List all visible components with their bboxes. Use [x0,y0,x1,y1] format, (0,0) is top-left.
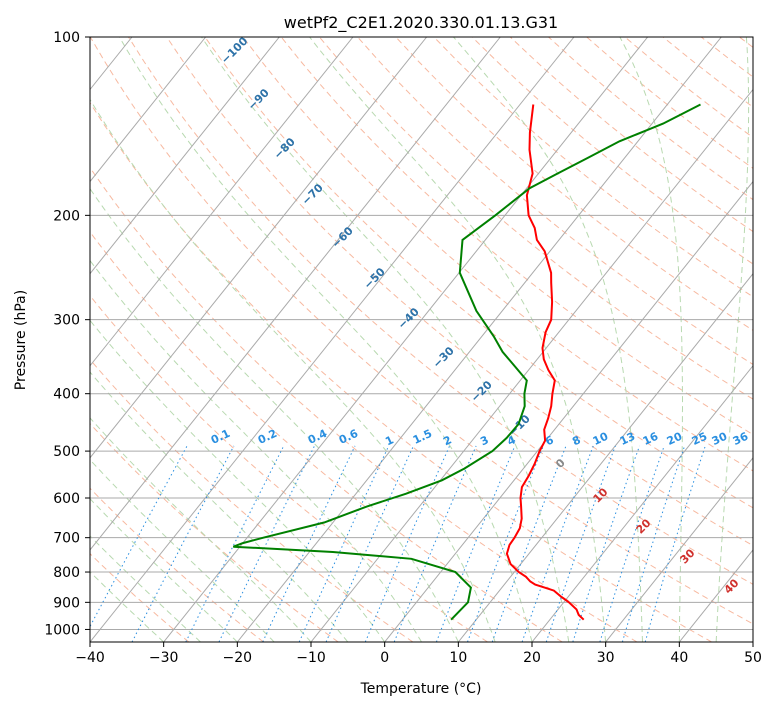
moist-adiabat [90,498,238,642]
moist-adiabat [309,37,607,642]
x-axis-title: Temperature (°C) [360,681,482,697]
moist-adiabat [715,37,750,642]
mixing-ratio-line [262,445,356,642]
y-tick-label: 500 [53,444,80,460]
moist-adiabat [453,37,643,642]
isotherm [457,272,753,642]
y-tick-label: 200 [53,208,80,224]
y-tick-label: 300 [53,313,80,329]
moist-adiabat [90,187,459,642]
mixing-ratio-line [621,445,686,642]
dry-adiabat [433,37,753,298]
dry-adiabat [90,553,190,642]
isotherm [90,37,428,459]
moist-adiabat [118,37,533,642]
moist-adiabat [90,98,496,642]
moist-adiabat [90,459,275,642]
mixing-ratio-line [393,445,477,642]
isotherm [384,180,753,642]
moist-adiabat [619,37,683,642]
isotherm [236,37,722,642]
isotherm [90,37,575,642]
dry-adiabat [90,294,488,642]
x-tick-label: 30 [597,650,615,666]
temperature-trace [505,104,585,621]
background-label: 20 [665,430,685,448]
y-tick-label: 1000 [44,622,80,638]
background-label: 10 [591,430,611,448]
isotherm [90,37,280,275]
x-tick-label: 20 [523,650,541,666]
moist-adiabat [90,259,422,642]
dry-adiabat [357,37,753,365]
dry-adiabat [90,231,563,642]
plot-frame [89,36,754,643]
mixing-ratio-line [644,445,706,642]
x-tick-label: −30 [149,650,179,666]
y-tick-label: 700 [53,531,80,547]
x-tick-label: 10 [449,650,467,666]
x-tick-label: −40 [75,650,105,666]
x-tick-label: −20 [223,650,253,666]
moist-adiabat [90,535,201,642]
background-label: 13 [618,430,637,448]
dry-adiabat [319,37,753,400]
dry-adiabat [90,37,753,625]
thermo-background [90,37,753,642]
y-tick-label: 600 [53,491,80,507]
background-label: 25 [690,430,709,448]
x-axis: −40 −30 −20 −10 0 10 20 30 40 50 [75,642,762,666]
series-layer [232,103,701,621]
isotherm [90,37,354,367]
dry-adiabat [204,37,753,509]
x-tick-label: −10 [296,650,326,666]
isotherm [90,37,207,183]
y-axis: 100 200 300 400 500 600 700 800 900 1000 [44,30,90,638]
isotherm [90,37,501,551]
isotherm [310,88,753,642]
x-tick-label: 0 [380,650,389,666]
background-label: 16 [641,430,661,448]
y-tick-label: 800 [53,565,80,581]
isotherm [605,457,753,642]
moist-adiabat [90,571,165,642]
x-tick-label: 40 [670,650,688,666]
mixing-ratio-line [435,445,516,642]
y-tick-label: 100 [53,30,80,46]
background-label: 30 [710,430,730,448]
x-tick-label: 50 [744,650,762,666]
moist-adiabat [90,371,349,642]
chart-title: wetPf2_C2E1.2020.330.01.13.G31 [284,13,558,33]
isotherm [163,37,649,642]
y-tick-label: 900 [53,595,80,611]
moist-adiabat [201,37,570,642]
moist-adiabat [90,319,386,642]
background-label: 36 [731,430,751,448]
mixing-ratio-line [90,445,188,628]
y-axis-title: Pressure (hPa) [13,290,29,390]
mixing-ratio-line [599,445,665,642]
isotherm [531,364,753,642]
dry-adiabat [128,37,753,585]
mixing-ratio-line [364,445,451,642]
dewpoint-trace [232,103,701,621]
y-tick-label: 400 [53,387,80,403]
